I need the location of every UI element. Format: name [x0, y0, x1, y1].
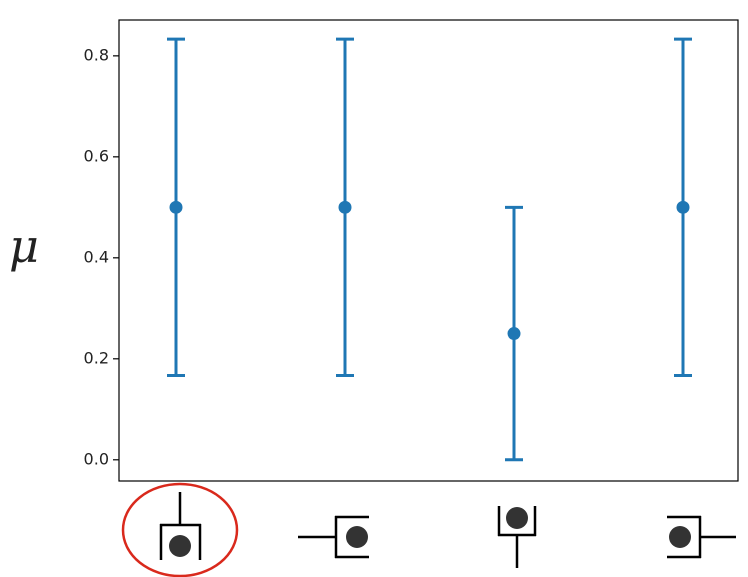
icon-top — [121, 482, 239, 577]
y-tick-label: 0.8 — [84, 45, 109, 64]
icon-left — [298, 515, 369, 559]
plot-frame — [118, 19, 739, 482]
y-tick-label: 0.6 — [84, 146, 109, 165]
icon-bottom — [497, 506, 537, 568]
point — [338, 200, 352, 214]
point — [676, 200, 690, 214]
y-axis-label: μ — [9, 219, 39, 273]
icon-right — [667, 515, 736, 559]
point — [507, 327, 521, 341]
y-tick-label: 0.0 — [84, 449, 109, 468]
point — [169, 200, 183, 214]
highlight-circle — [121, 482, 239, 577]
y-tick-label: 0.2 — [84, 348, 109, 367]
y-tick-label: 0.4 — [84, 247, 109, 266]
